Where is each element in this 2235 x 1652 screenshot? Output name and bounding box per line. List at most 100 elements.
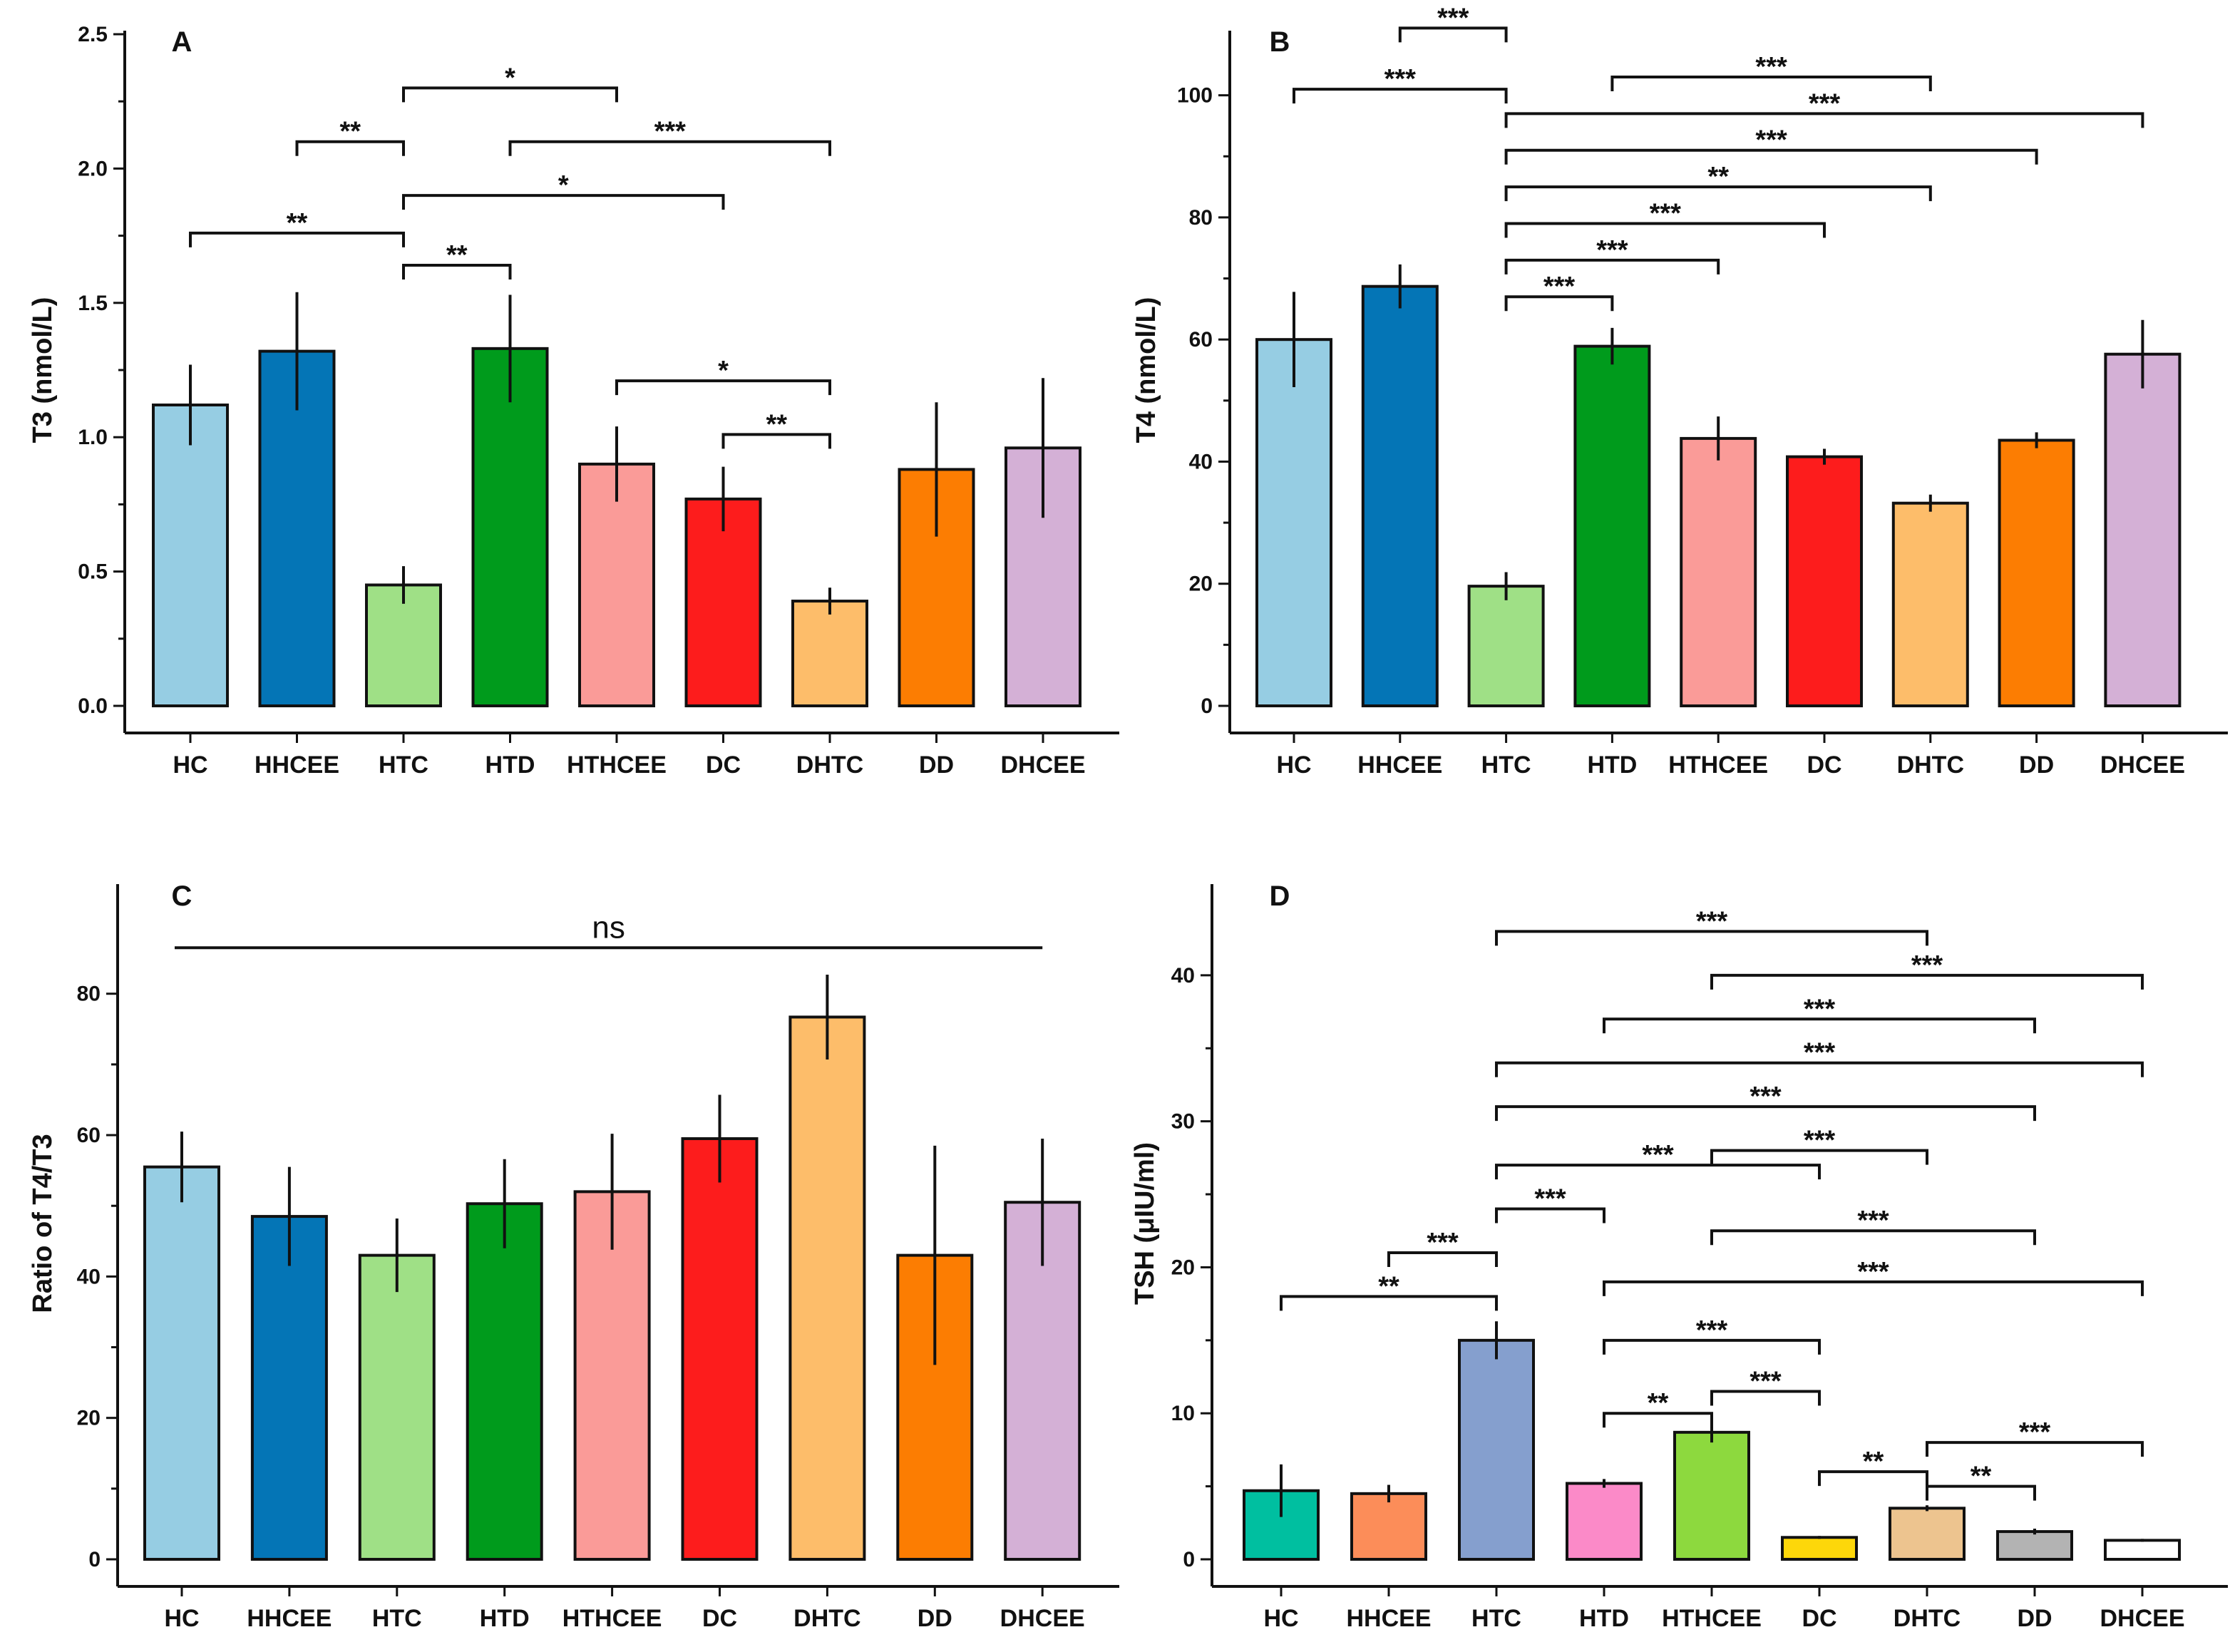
significance-bracket: [1926, 1484, 2036, 1501]
significance-bracket: [1710, 1390, 1821, 1406]
panel-b-t4-chart: B T4 (nmol/L) 0 20 40 60 80 100 HC HHCEE HTC HTD HTH…: [1131, 3, 2228, 779]
significance-label: ***: [1857, 1257, 1889, 1287]
bar-dc: [681, 1137, 759, 1561]
significance-label: ***: [2019, 1417, 2051, 1447]
significance-label: ***: [1857, 1206, 1889, 1236]
x-tick-label: DD: [919, 751, 954, 779]
y-tick-label: 40: [1189, 450, 1213, 473]
significance-label: ns: [592, 910, 625, 945]
bar-htc: [358, 1253, 436, 1561]
x-tick-label: DHCEE: [2100, 751, 2185, 779]
significance-bracket: [402, 86, 618, 103]
x-tick-label: DD: [918, 1605, 952, 1632]
x-tick-label: HTD: [1587, 751, 1637, 779]
x-tick-label: DHTC: [1894, 1605, 1961, 1632]
significance-bracket: [295, 140, 405, 156]
significance-label: ***: [1696, 906, 1728, 936]
x-tick-label: DHCEE: [1000, 1605, 1085, 1632]
bar-dd: [1996, 1530, 2073, 1561]
significance-label: **: [339, 117, 361, 147]
significance-bracket: [1398, 26, 1508, 43]
bar-htc: [365, 583, 442, 707]
y-tick-label: 20: [1189, 573, 1213, 596]
y-tick-label: 2.0: [78, 157, 108, 180]
bar-hc: [143, 1165, 220, 1561]
x-tick-label: HTD: [480, 1605, 530, 1632]
y-tick-label: 10: [1171, 1402, 1195, 1425]
significance-label: ***: [1384, 64, 1417, 94]
x-tick-label: HHCEE: [1346, 1605, 1431, 1632]
bar-hc: [1255, 338, 1332, 707]
bar-htc: [1458, 1338, 1535, 1561]
significance-bracket: [1710, 1229, 2036, 1246]
significance-bracket: [1603, 1338, 1821, 1355]
y-tick-label: 0: [88, 1548, 101, 1571]
significance-label: **: [1378, 1271, 1399, 1301]
significance-label: ***: [1911, 950, 1943, 980]
bar-dhtc: [791, 600, 868, 707]
x-tick-label: HC: [1276, 751, 1311, 779]
x-tick-label: HTC: [372, 1605, 422, 1632]
significance-bracket: [189, 231, 405, 247]
significance-label: ***: [1750, 1367, 1782, 1397]
significance-label: ***: [1427, 1228, 1459, 1258]
significance-label: **: [1707, 162, 1729, 192]
x-tick-label: HTHCEE: [567, 751, 667, 779]
panel-letter: D: [1270, 881, 1290, 912]
y-tick-label: 0: [1201, 694, 1213, 718]
significance-label: *: [505, 63, 515, 93]
significance-bracket: [402, 194, 725, 210]
significance-label: ***: [1804, 1038, 1836, 1068]
significance-bracket: [1504, 222, 1826, 238]
x-tick-label: HTHCEE: [1668, 751, 1768, 779]
significance-label: **: [766, 409, 787, 439]
x-tick-label: DHTC: [796, 751, 863, 779]
bar-hthcee: [578, 462, 655, 707]
significance-label: **: [446, 240, 468, 270]
significance-bracket: [1603, 1412, 1713, 1428]
x-tick-label: HTHCEE: [1662, 1605, 1762, 1632]
significance-bracket: [1504, 185, 1932, 202]
panel-letter: B: [1270, 26, 1290, 58]
significance-bracket: [1293, 88, 1508, 104]
bar-htd: [471, 347, 549, 707]
x-tick-label: HC: [1263, 1605, 1298, 1632]
x-tick-label: HHCEE: [255, 751, 339, 779]
y-tick-label: 80: [77, 983, 101, 1006]
panel-d-tsh-chart: D TSH (μIU/ml) 0 10 20 30 40 HC HHCEE HTC HTD HTHCE…: [1130, 881, 2228, 1632]
y-tick-label: 20: [1171, 1256, 1195, 1279]
significance-label: ***: [1534, 1184, 1566, 1214]
x-tick-label: DC: [706, 751, 741, 779]
significance-bracket: [1603, 1017, 2036, 1034]
bar-hthcee: [573, 1190, 651, 1561]
significance-label: *: [718, 356, 729, 386]
significance-bracket: [1280, 1295, 1498, 1311]
bar-hhcee: [1361, 284, 1439, 708]
significance-bracket: [1603, 1280, 2144, 1296]
x-tick-label: HTD: [485, 751, 535, 779]
significance-bracket: [1495, 1164, 1821, 1180]
significance-label: ***: [1696, 1315, 1728, 1345]
bar-dhcee: [2104, 352, 2182, 707]
bar-htd: [1573, 344, 1651, 707]
significance-label: ***: [1650, 198, 1682, 228]
y-tick-label: 40: [77, 1265, 101, 1288]
significance-bracket: [1495, 1061, 2144, 1077]
y-tick-label: 20: [77, 1407, 101, 1430]
significance-bracket: [1504, 295, 1614, 312]
x-tick-label: HTC: [1471, 1605, 1521, 1632]
y-tick-label: 60: [1189, 328, 1213, 352]
significance-bracket: [1495, 1207, 1605, 1223]
y-tick-label: 80: [1189, 206, 1213, 230]
significance-bracket: [508, 140, 831, 156]
significance-bracket: [1495, 930, 1928, 946]
panel-c-t4-t3-ratio-chart: C Ratio of T4/T3 0 20 40 60 80 HC HHCEE HTC HTD HTH…: [28, 881, 1119, 1632]
bar-htc: [1467, 585, 1545, 707]
bar-hhcee: [1350, 1492, 1427, 1561]
x-tick-label: HC: [164, 1605, 199, 1632]
bar-hhcee: [250, 1215, 328, 1561]
bar-dc: [1781, 1536, 1858, 1561]
panel-letter: C: [172, 881, 192, 912]
significance-bracket: [1710, 973, 2144, 990]
